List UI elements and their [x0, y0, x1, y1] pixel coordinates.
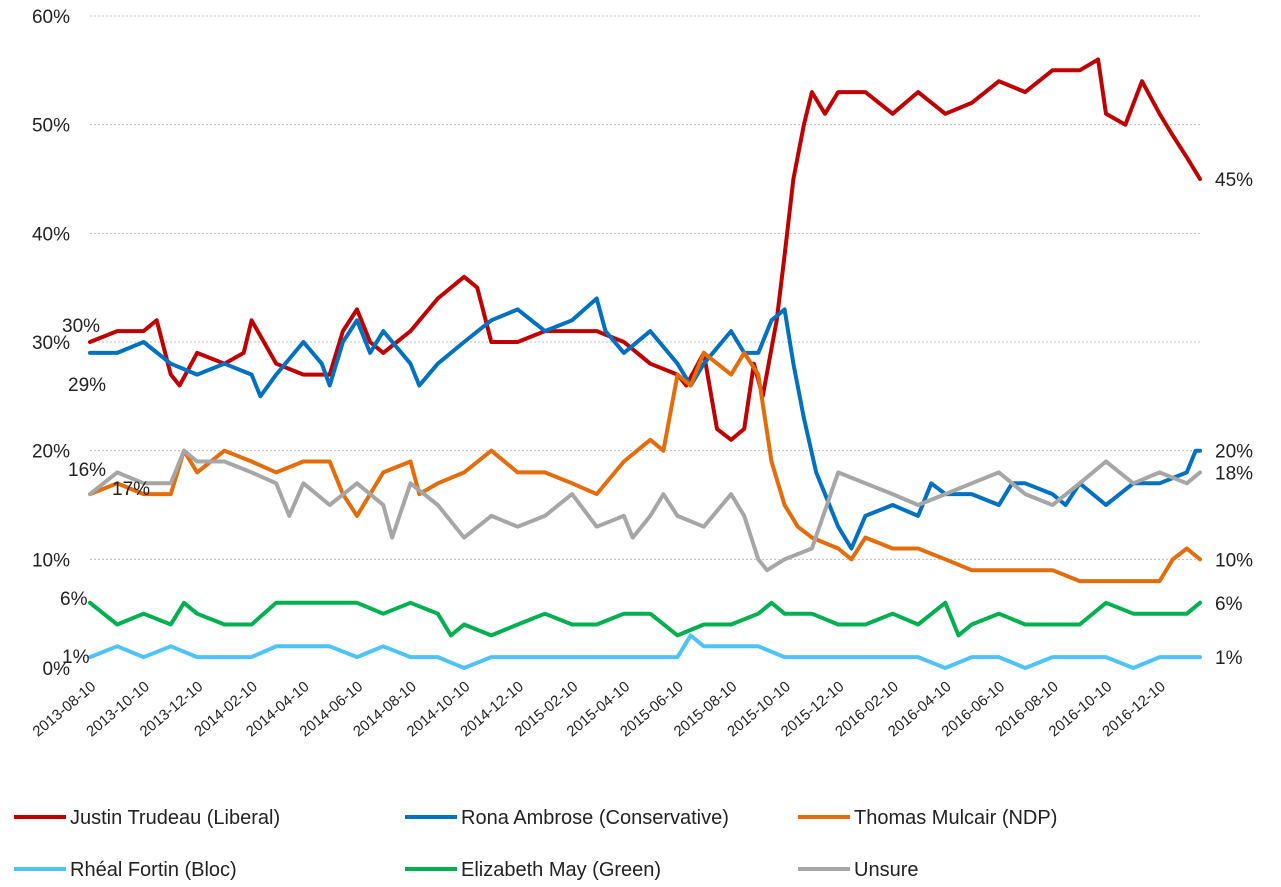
end-label: 10%	[1215, 550, 1253, 571]
end-label: 20%	[1215, 442, 1253, 463]
series-line-thomas-mulcair-ndp	[88, 350, 1202, 584]
series-lines	[88, 57, 1202, 670]
series-line-rona-ambrose-conservative	[88, 296, 1202, 551]
y-tick-label: 50%	[32, 116, 70, 137]
y-tick-label: 10%	[32, 550, 70, 571]
end-label: 18%	[1215, 463, 1253, 484]
start-label: 16%	[68, 460, 106, 481]
end-label: 45%	[1215, 170, 1253, 191]
gridlines	[90, 15, 1200, 560]
start-label: 30%	[62, 316, 100, 337]
series-line-rh-al-fortin-bloc	[88, 633, 1202, 670]
y-tick-label: 20%	[32, 442, 70, 463]
series-line-unsure	[88, 448, 1202, 573]
legend-label: Thomas Mulcair (NDP)	[854, 807, 1057, 829]
end-label: 1%	[1215, 648, 1243, 669]
legend-label: Elizabeth May (Green)	[461, 859, 661, 881]
y-tick-label: 0%	[43, 659, 71, 680]
y-tick-label: 40%	[32, 224, 70, 245]
legend-label: Justin Trudeau (Liberal)	[70, 807, 280, 829]
y-tick-label: 30%	[32, 333, 70, 354]
start-label: 6%	[60, 589, 88, 610]
annotation-label: 17%	[112, 479, 150, 500]
start-label: 29%	[68, 375, 106, 396]
end-label: 6%	[1215, 594, 1243, 615]
y-axis: 0% 10% 20% 30% 40% 50% 60%	[32, 7, 70, 680]
legend-label: Rona Ambrose (Conservative)	[461, 807, 729, 829]
legend-label: Rhéal Fortin (Bloc)	[70, 859, 237, 881]
legend: Justin Trudeau (Liberal) Rona Ambrose (Co…	[14, 807, 1057, 881]
y-tick-label: 60%	[32, 7, 70, 28]
legend-label: Unsure	[854, 859, 918, 881]
x-axis: 2013-08-102013-10-102013-12-102014-02-10…	[30, 678, 1169, 740]
series-line-justin-trudeau-liberal	[88, 57, 1202, 442]
data-labels: 30% 45% 29% 20% 10% 1% 1% 6% 6% 16% 18% 17%	[60, 170, 1253, 669]
series-line-elizabeth-may-green	[88, 600, 1202, 638]
start-label: 1%	[62, 647, 90, 668]
